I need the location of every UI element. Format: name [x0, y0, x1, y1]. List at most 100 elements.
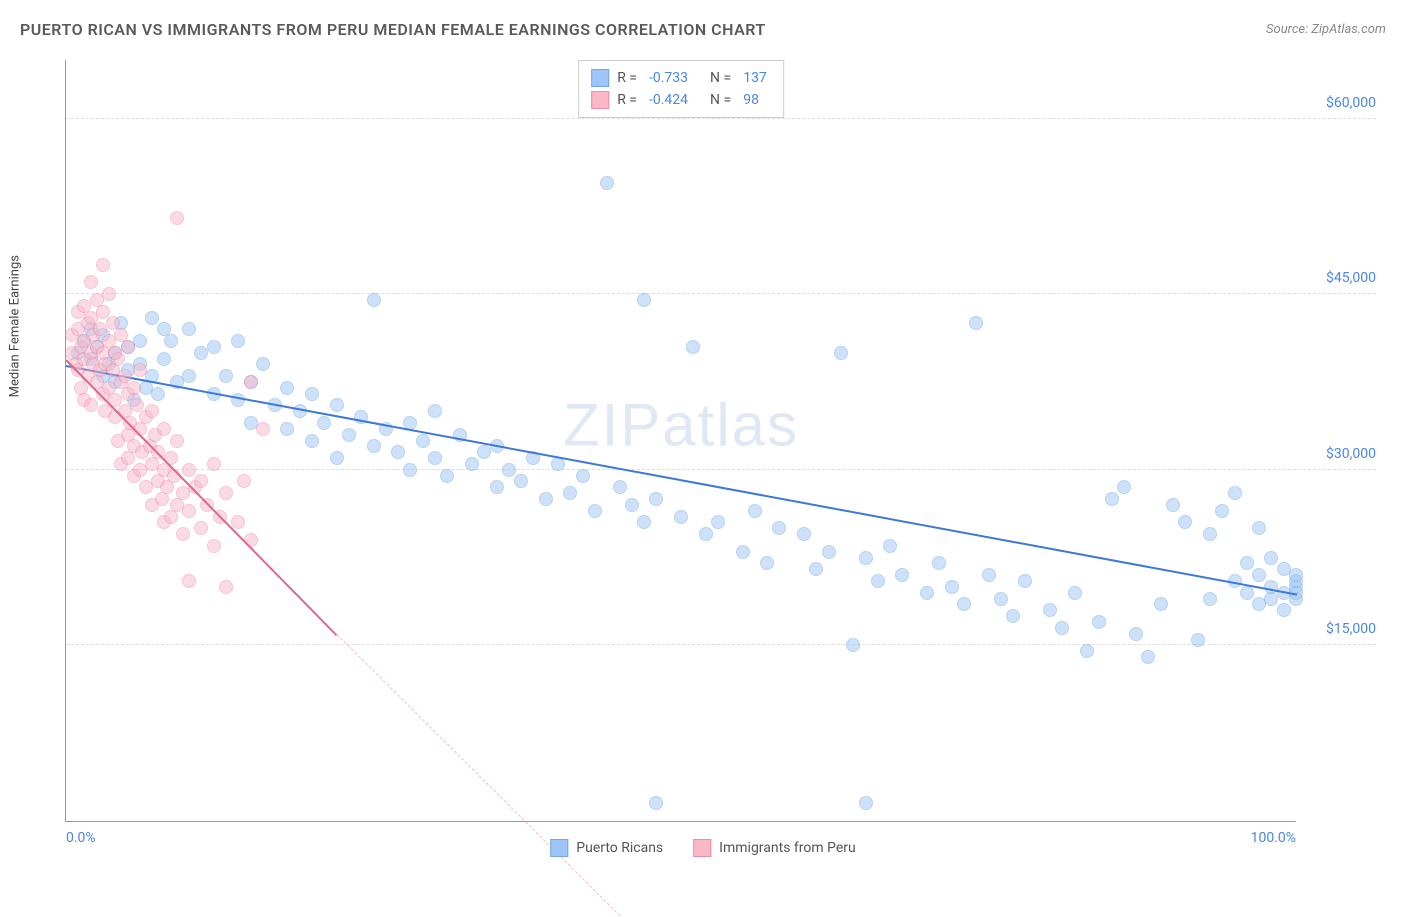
scatter-point	[391, 445, 405, 459]
scatter-point	[637, 293, 651, 307]
scatter-point	[822, 545, 836, 559]
scatter-point	[121, 340, 135, 354]
scatter-point	[1178, 515, 1192, 529]
trend-line-extrapolation	[336, 635, 620, 917]
scatter-point	[96, 258, 110, 272]
scatter-point	[237, 474, 251, 488]
scatter-point	[176, 527, 190, 541]
scatter-point	[145, 311, 159, 325]
scatter-point	[1006, 609, 1020, 623]
scatter-point	[330, 398, 344, 412]
scatter-point	[625, 498, 639, 512]
r-value: -0.424	[645, 92, 692, 108]
scatter-point	[871, 574, 885, 588]
scatter-point	[367, 293, 381, 307]
scatter-point	[846, 638, 860, 652]
scatter-point	[182, 504, 196, 518]
scatter-point	[613, 480, 627, 494]
scatter-point	[194, 474, 208, 488]
scatter-point	[649, 492, 663, 506]
scatter-point	[1191, 633, 1205, 647]
scatter-point	[649, 796, 663, 810]
legend-item: Immigrants from Peru	[693, 839, 856, 857]
scatter-point	[772, 521, 786, 535]
series-swatch	[591, 69, 609, 87]
x-tick-label: 100.0%	[1251, 830, 1296, 846]
scatter-point	[256, 422, 270, 436]
scatter-point	[1105, 492, 1119, 506]
scatter-point	[133, 334, 147, 348]
scatter-point	[1055, 621, 1069, 635]
scatter-point	[182, 463, 196, 477]
scatter-point	[207, 340, 221, 354]
scatter-point	[895, 568, 909, 582]
scatter-point	[539, 492, 553, 506]
scatter-point	[1141, 650, 1155, 664]
scatter-point	[440, 469, 454, 483]
scatter-point	[367, 439, 381, 453]
scatter-point	[219, 486, 233, 500]
trend-line	[65, 359, 337, 636]
scatter-point	[588, 504, 602, 518]
scatter-point	[170, 434, 184, 448]
n-label: N =	[710, 92, 731, 108]
scatter-point	[164, 334, 178, 348]
scatter-point	[1289, 568, 1303, 582]
scatter-point	[244, 375, 258, 389]
y-tick-label: $15,000	[1301, 621, 1376, 637]
scatter-point	[1264, 551, 1278, 565]
r-value: -0.733	[645, 70, 692, 86]
chart-title: PUERTO RICAN VS IMMIGRANTS FROM PERU MED…	[20, 20, 766, 39]
scatter-point	[280, 381, 294, 395]
plot-area: ZIPatlas R =-0.733N =137R =-0.424N =98 $…	[65, 60, 1296, 822]
scatter-point	[256, 357, 270, 371]
scatter-point	[1252, 568, 1266, 582]
scatter-point	[809, 562, 823, 576]
scatter-point	[932, 556, 946, 570]
legend-label: Immigrants from Peru	[719, 840, 856, 856]
scatter-point	[576, 469, 590, 483]
stats-row: R =-0.424N =98	[591, 89, 771, 111]
scatter-point	[207, 539, 221, 553]
scatter-point	[219, 369, 233, 383]
watermark: ZIPatlas	[563, 391, 799, 460]
scatter-point	[736, 545, 750, 559]
scatter-point	[465, 457, 479, 471]
y-axis-label: Median Female Earnings	[8, 255, 23, 397]
scatter-point	[428, 451, 442, 465]
scatter-point	[686, 340, 700, 354]
scatter-point	[170, 211, 184, 225]
gridline	[66, 469, 1376, 470]
scatter-point	[1068, 586, 1082, 600]
legend-label: Puerto Ricans	[576, 840, 663, 856]
legend-item: Puerto Ricans	[550, 839, 663, 857]
stats-legend-box: R =-0.733N =137R =-0.424N =98	[578, 60, 784, 118]
scatter-point	[305, 434, 319, 448]
scatter-point	[84, 275, 98, 289]
r-label: R =	[617, 70, 637, 86]
scatter-point	[403, 463, 417, 477]
scatter-point	[969, 316, 983, 330]
scatter-point	[231, 515, 245, 529]
scatter-point	[957, 597, 971, 611]
scatter-point	[1092, 615, 1106, 629]
scatter-point	[699, 527, 713, 541]
scatter-point	[883, 539, 897, 553]
scatter-point	[194, 521, 208, 535]
scatter-point	[231, 334, 245, 348]
scatter-point	[982, 568, 996, 582]
scatter-point	[563, 486, 577, 500]
chart-container: Median Female Earnings ZIPatlas R =-0.73…	[20, 50, 1386, 872]
scatter-point	[84, 398, 98, 412]
scatter-point	[490, 480, 504, 494]
scatter-point	[133, 363, 147, 377]
gridline	[66, 293, 1376, 294]
scatter-point	[127, 381, 141, 395]
scatter-point	[1080, 644, 1094, 658]
scatter-point	[1203, 527, 1217, 541]
scatter-point	[1166, 498, 1180, 512]
scatter-point	[1154, 597, 1168, 611]
scatter-point	[182, 369, 196, 383]
scatter-point	[502, 463, 516, 477]
scatter-point	[219, 580, 233, 594]
